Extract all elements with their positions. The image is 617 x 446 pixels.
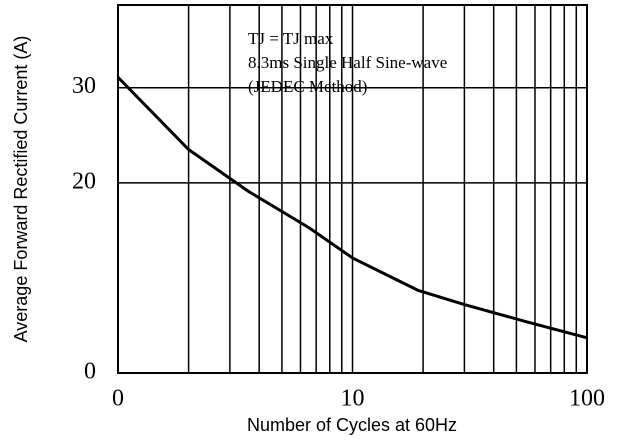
plot-frame (117, 4, 588, 374)
y-tick-label: 20 (72, 168, 96, 194)
annotation: 8.3ms Single Half Sine-wave (248, 53, 447, 72)
annotation: (JEDEC Method) (248, 77, 367, 96)
x-axis-label: Number of Cycles at 60Hz (247, 415, 457, 435)
line (116, 76, 588, 340)
annotation: TJ = TJ max (248, 29, 334, 48)
y-tick-label: 30 (72, 73, 96, 99)
x-tick-label: 100 (569, 386, 605, 412)
y-tick-label: 0 (84, 359, 96, 385)
y-axis-label: Average Forward Rectified Current (A) (11, 36, 31, 343)
x-tick-label: 0 (112, 386, 124, 412)
x-tick-label: 10 (341, 386, 365, 412)
